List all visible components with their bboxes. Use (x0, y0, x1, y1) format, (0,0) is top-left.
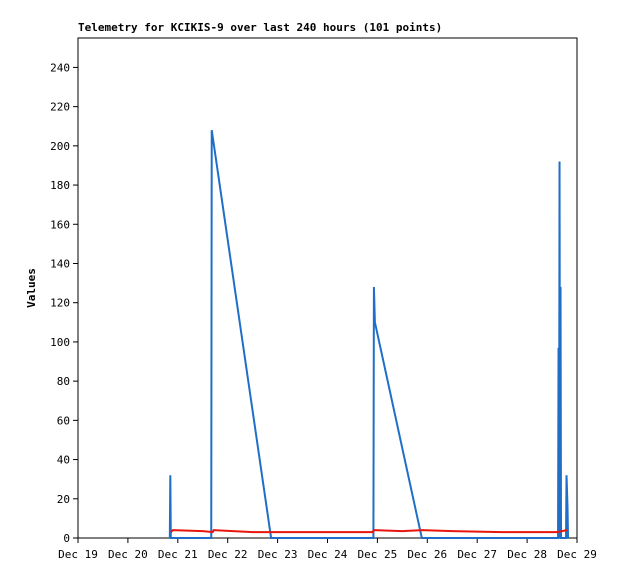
x-tick-label: Dec 19 (58, 548, 98, 561)
y-tick-label: 140 (50, 257, 70, 270)
y-tick-label: 80 (57, 375, 70, 388)
x-tick-label: Dec 26 (407, 548, 447, 561)
x-tick-label: Dec 23 (258, 548, 298, 561)
y-tick-label: 220 (50, 101, 70, 114)
series-line (168, 130, 570, 539)
x-tick-label: Dec 20 (108, 548, 148, 561)
y-tick-label: 40 (57, 454, 70, 467)
x-tick-label: Dec 22 (208, 548, 248, 561)
plot-frame (77, 37, 578, 539)
x-tick-label: Dec 21 (158, 548, 198, 561)
y-tick-label: 160 (50, 218, 70, 231)
y-tick-label: 200 (50, 140, 70, 153)
y-tick-label: 120 (50, 297, 70, 310)
y-tick-label: 240 (50, 61, 70, 74)
series-line (170, 529, 568, 534)
y-tick-label: 0 (63, 532, 70, 545)
x-tick-label: Dec 24 (308, 548, 348, 561)
y-tick-label: 20 (57, 493, 70, 506)
y-tick-label: 60 (57, 414, 70, 427)
x-tick-label: Dec 27 (457, 548, 497, 561)
y-tick-label: 100 (50, 336, 70, 349)
y-axis-label: Values (25, 268, 38, 308)
x-tick-label: Dec 28 (507, 548, 547, 561)
x-tick-label: Dec 25 (358, 548, 398, 561)
x-tick-label: Dec 29 (557, 548, 597, 561)
y-tick-label: 180 (50, 179, 70, 192)
chart-title: Telemetry for KCIKIS-9 over last 240 hou… (78, 21, 442, 34)
